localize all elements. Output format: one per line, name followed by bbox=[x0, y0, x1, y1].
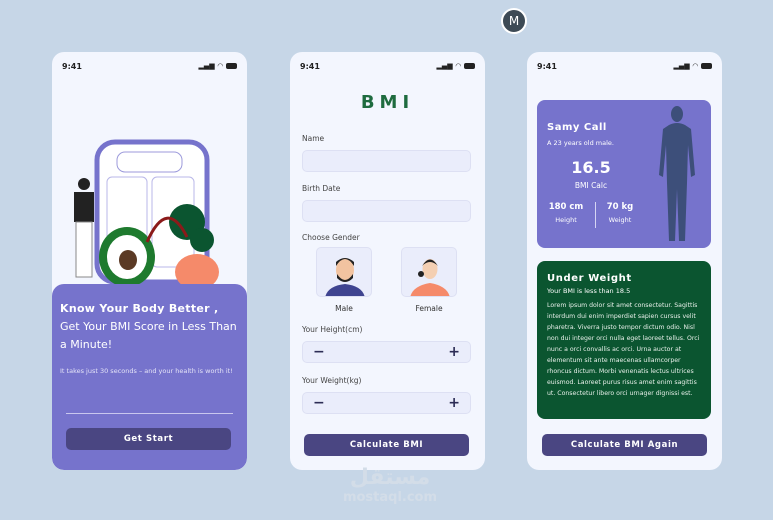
female-label: Female bbox=[415, 304, 443, 313]
gender-male-option[interactable] bbox=[316, 247, 372, 297]
result-title: Under Weight bbox=[547, 273, 632, 284]
subtext: It takes just 30 seconds – and your heal… bbox=[60, 367, 233, 375]
user-description: A 23 years old male. bbox=[547, 139, 614, 147]
headline: Get Your BMI Score in Less Than a Minute… bbox=[60, 320, 237, 351]
height-label: Your Height(cm) bbox=[302, 325, 363, 334]
health-illustration bbox=[74, 139, 219, 290]
bmi-value: 16.5 bbox=[571, 158, 611, 177]
name-label: Name bbox=[302, 134, 325, 143]
name-input[interactable] bbox=[302, 150, 471, 172]
weight-caption: Weight bbox=[608, 216, 632, 224]
bmi-result-screen: 9:41 ▂▄▆ ◠ Samy Call A 23 years old male.… bbox=[527, 52, 722, 470]
weight-label: Your Weight(kg) bbox=[302, 376, 362, 385]
male-avatar-icon bbox=[325, 258, 365, 296]
user-name: Samy Call bbox=[547, 122, 607, 133]
wifi-icon: ◠ bbox=[455, 62, 461, 70]
profile-card: Samy Call A 23 years old male. 16.5 BMI … bbox=[537, 100, 711, 248]
weight-value: 70 kg bbox=[606, 202, 634, 212]
battery-icon bbox=[226, 63, 237, 69]
weight-decrement-button[interactable]: − bbox=[313, 395, 325, 411]
birth-date-input[interactable] bbox=[302, 200, 471, 222]
calculate-bmi-button[interactable]: Calculate BMI bbox=[304, 434, 469, 456]
height-decrement-button[interactable]: − bbox=[313, 344, 325, 360]
body-silhouette-icon bbox=[659, 106, 695, 241]
height-increment-button[interactable]: + bbox=[448, 344, 460, 360]
weight-increment-button[interactable]: + bbox=[448, 395, 460, 411]
signal-icon: ▂▄▆ bbox=[198, 62, 215, 70]
bmi-form-screen: 9:41 ▂▄▆ ◠ BMI Name Birth Date Choose Gen… bbox=[290, 52, 485, 470]
battery-icon bbox=[701, 63, 712, 69]
result-description: Lorem ipsum dolor sit amet consectetur. … bbox=[547, 302, 700, 397]
height-stepper[interactable]: − + bbox=[302, 341, 471, 363]
headline-bold: Know Your Body Better , bbox=[60, 302, 219, 315]
stat-divider bbox=[595, 202, 596, 228]
height-caption: Height bbox=[555, 216, 577, 224]
battery-icon bbox=[464, 63, 475, 69]
weight-stepper[interactable]: − + bbox=[302, 392, 471, 414]
mostaql-watermark-logo: مستقل mostaql.com bbox=[342, 465, 438, 506]
female-avatar-icon bbox=[410, 259, 450, 296]
birth-date-label: Birth Date bbox=[302, 184, 341, 193]
male-label: Male bbox=[335, 304, 353, 313]
status-bar: 9:41 ▂▄▆ ◠ bbox=[300, 60, 475, 72]
wifi-icon: ◠ bbox=[217, 62, 223, 70]
gender-label: Choose Gender bbox=[302, 233, 360, 242]
bmi-label: BMI Calc bbox=[574, 181, 608, 190]
height-value: 180 cm bbox=[548, 202, 584, 212]
get-start-button[interactable]: Get Start bbox=[66, 428, 231, 450]
result-subtitle: Your BMI is less than 18.5 bbox=[547, 287, 631, 295]
signal-icon: ▂▄▆ bbox=[673, 62, 690, 70]
onboarding-screen: 9:41 ▂▄▆ ◠ Know Your Body Better , Get Yo… bbox=[52, 52, 247, 470]
signal-icon: ▂▄▆ bbox=[436, 62, 453, 70]
user-avatar[interactable]: M bbox=[501, 8, 527, 34]
result-card: Under Weight Your BMI is less than 18.5 … bbox=[537, 261, 711, 419]
divider bbox=[66, 413, 233, 414]
status-bar: 9:41 ▂▄▆ ◠ bbox=[62, 60, 237, 72]
gender-female-option[interactable] bbox=[401, 247, 457, 297]
wifi-icon: ◠ bbox=[692, 62, 698, 70]
page-title: BMI bbox=[360, 92, 415, 113]
calculate-bmi-again-button[interactable]: Calculate BMI Again bbox=[542, 434, 707, 456]
status-bar: 9:41 ▂▄▆ ◠ bbox=[537, 60, 712, 72]
